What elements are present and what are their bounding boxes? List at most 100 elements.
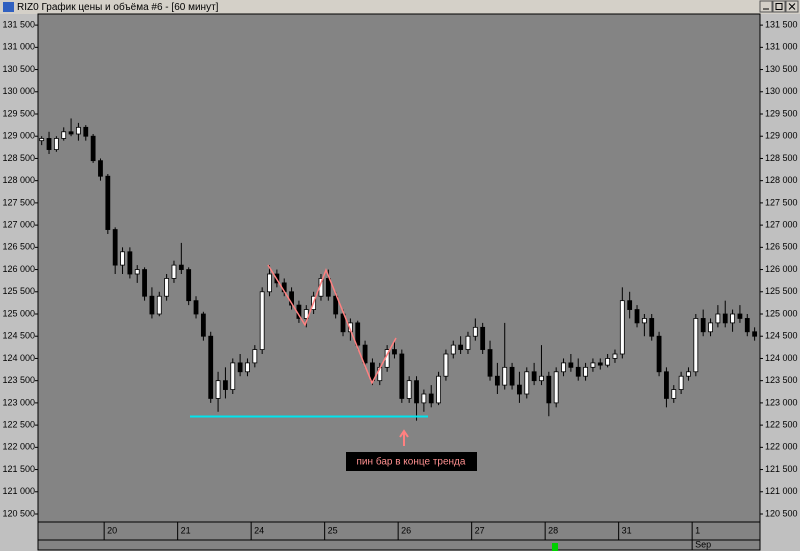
candle-body (83, 126, 89, 137)
candle-body (46, 138, 52, 150)
y-tick-label: 125 000 (2, 308, 35, 318)
candle-body (193, 300, 199, 315)
candle-body (200, 313, 206, 337)
candle-body (223, 380, 228, 390)
y-tick-label: 127 500 (2, 197, 35, 207)
candle-body (575, 366, 581, 377)
candle-body (722, 313, 728, 324)
y-tick-label-right: 130 500 (765, 64, 798, 74)
y-tick-label: 123 500 (2, 375, 35, 385)
y-tick-label: 121 500 (2, 464, 35, 474)
y-tick-label-right: 123 500 (765, 375, 798, 385)
candle-body (693, 318, 699, 373)
candle-body (465, 335, 471, 350)
y-tick-label-right: 123 000 (765, 397, 798, 407)
candle-body (208, 335, 214, 399)
candle-body (149, 295, 155, 315)
y-tick-label: 120 500 (2, 508, 35, 518)
x-tick-label: 31 (622, 525, 632, 535)
y-tick-label: 129 500 (2, 108, 35, 118)
candle-body (127, 251, 133, 275)
x-tick-label: 24 (254, 525, 264, 535)
candle-body (355, 322, 361, 346)
y-tick-label: 124 500 (2, 331, 35, 341)
y-tick-label: 131 000 (2, 42, 35, 52)
candle-body (399, 353, 405, 399)
candle-body (171, 264, 177, 279)
candle-body (517, 384, 522, 395)
candle-body (112, 229, 118, 266)
y-tick-label: 125 500 (2, 286, 35, 296)
candle-body (289, 291, 294, 306)
y-tick-label-right: 129 000 (765, 131, 798, 141)
y-tick-label-right: 124 000 (765, 353, 798, 363)
candle-body (480, 326, 486, 350)
y-tick-label-right: 127 500 (765, 197, 798, 207)
candle-body (406, 380, 412, 399)
candle-body (325, 278, 331, 297)
candle-body (700, 318, 706, 333)
candle-body (502, 366, 508, 386)
y-tick-label-right: 125 000 (765, 308, 798, 318)
y-tick-label: 131 500 (2, 19, 35, 29)
candle-body (509, 366, 515, 386)
candle-body (61, 131, 67, 139)
candle-body (686, 371, 691, 377)
candle-body (539, 375, 544, 382)
x-tick-label: 26 (401, 525, 411, 535)
candle-body (392, 349, 397, 355)
y-tick-label: 130 500 (2, 64, 35, 74)
month-label: Sep (695, 539, 711, 549)
y-tick-label-right: 128 000 (765, 175, 798, 185)
candle-body (120, 251, 125, 266)
y-tick-label: 121 000 (2, 486, 35, 496)
candle-body (186, 269, 192, 302)
candle-body (267, 273, 272, 293)
y-tick-label: 129 000 (2, 131, 35, 141)
candle-body (583, 366, 588, 377)
candle-body (634, 309, 640, 324)
minimize-button[interactable] (759, 0, 773, 13)
candle-body (39, 138, 45, 142)
candle-body (597, 362, 603, 366)
annotation-text: пин бар в конце тренда (357, 456, 466, 468)
candle-body (671, 389, 677, 399)
y-tick-label-right: 125 500 (765, 286, 798, 296)
x-tick-label: 27 (475, 525, 485, 535)
scroll-marker[interactable] (552, 543, 558, 551)
y-tick-label-right: 131 500 (765, 19, 798, 29)
candle-body (245, 362, 250, 373)
x-tick-label: 21 (181, 525, 191, 535)
y-tick-label: 127 000 (2, 219, 35, 229)
candle-body (215, 380, 221, 399)
y-tick-label-right: 122 000 (765, 442, 798, 452)
candle-body (450, 344, 456, 355)
candle-body (494, 375, 500, 386)
candle-body (105, 175, 111, 230)
title-bar (0, 0, 800, 14)
y-tick-label-right: 121 500 (765, 464, 798, 474)
y-tick-label-right: 129 500 (765, 108, 798, 118)
pattern-zigzag (267, 264, 397, 385)
candle-body (605, 358, 611, 366)
candle-body (678, 375, 684, 390)
candle-body (730, 313, 735, 324)
x-axis-band (37, 521, 761, 541)
maximize-button[interactable] (772, 0, 786, 13)
candle-body (553, 371, 559, 404)
candle-body (472, 326, 478, 337)
candle-body (752, 331, 758, 337)
candle-body (627, 300, 633, 310)
candle-body (436, 375, 441, 404)
window-buttons[interactable] (759, 0, 799, 13)
y-tick-label-right: 126 500 (765, 242, 798, 252)
annotation-arrow (399, 429, 409, 446)
plot-area (37, 13, 761, 523)
y-tick-label-right: 130 000 (765, 86, 798, 96)
candle-body (178, 264, 184, 270)
candle-body (421, 393, 427, 404)
candle-body (156, 295, 162, 315)
candle-body (252, 349, 258, 364)
candle-body (715, 313, 721, 324)
